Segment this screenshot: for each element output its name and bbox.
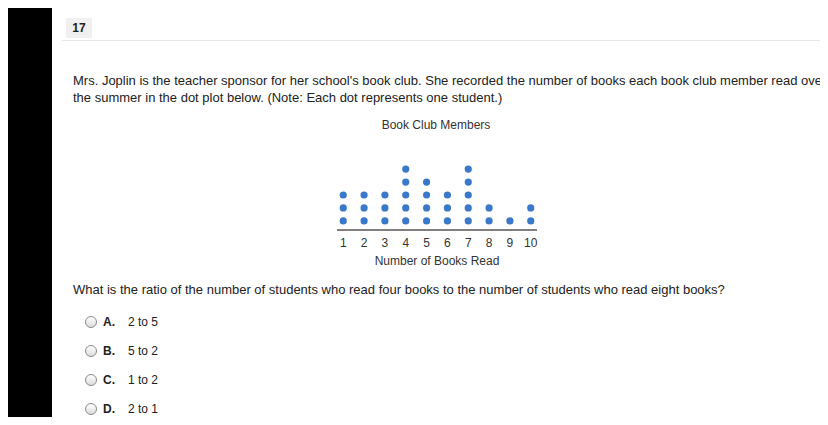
html-text:Book Club Members: Book Club Members [381,118,491,132]
svg-text:10: 10 [524,236,538,250]
svg-text:4: 4 [402,236,409,250]
svg-text:6: 6 [444,236,451,250]
html-text:C.: C. [103,373,115,387]
html-text:1 to 2: 1 to 2 [128,373,158,387]
html-text:2 to 5: 2 to 5 [128,315,158,329]
html-text:B.: B. [103,344,115,358]
html-text:D.: D. [103,402,115,416]
svg-text:2: 2 [361,236,368,250]
svg-text:1: 1 [340,236,347,250]
svg-text:8: 8 [486,236,493,250]
svg-text:3: 3 [382,236,389,250]
html-text:A.: A. [103,315,115,329]
html-text:the summer in the dot plot bel: the summer in the dot plot below. (Note:… [73,90,503,105]
html-text:5 to 2: 5 to 2 [128,344,158,358]
html-text:2 to 1: 2 to 1 [128,402,158,416]
html-text:17: 17 [72,21,86,35]
svg-text:7: 7 [465,236,472,250]
html-text:What is the ratio of the numbe: What is the ratio of the number of stude… [73,282,725,297]
svg-text:Number of Books Read: Number of Books Read [375,254,500,265]
svg-text:9: 9 [507,236,514,250]
html-text:Mrs. Joplin is the teacher spo: Mrs. Joplin is the teacher sponsor for h… [73,73,827,88]
svg-text:5: 5 [423,236,430,250]
